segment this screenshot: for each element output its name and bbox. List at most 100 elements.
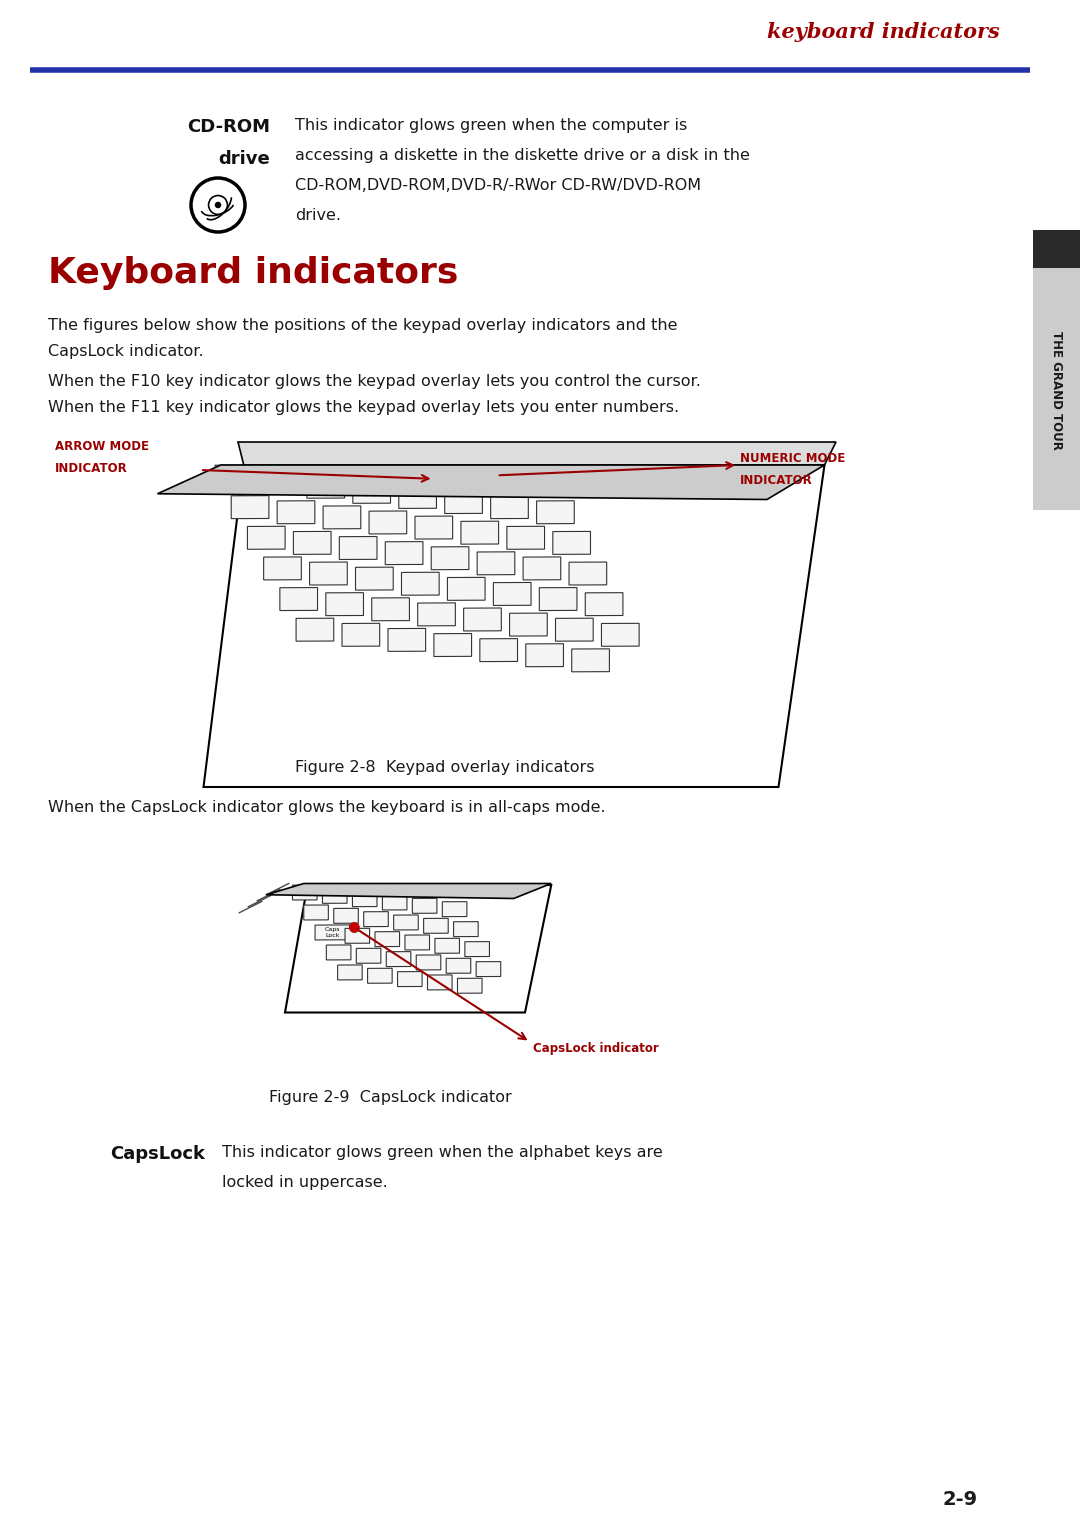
- Polygon shape: [307, 476, 345, 498]
- Bar: [1032, 268, 1080, 511]
- Polygon shape: [323, 888, 347, 904]
- Polygon shape: [463, 609, 501, 631]
- Polygon shape: [480, 639, 517, 662]
- Polygon shape: [247, 526, 285, 549]
- Polygon shape: [386, 541, 423, 564]
- Polygon shape: [342, 624, 380, 647]
- Text: Figure 2-8  Keypad overlay indicators: Figure 2-8 Keypad overlay indicators: [295, 760, 595, 775]
- Polygon shape: [477, 552, 515, 575]
- Text: CapsLock indicator: CapsLock indicator: [534, 1041, 659, 1055]
- Polygon shape: [539, 587, 577, 610]
- Text: keyboard indicators: keyboard indicators: [767, 21, 1000, 41]
- Text: CapsLock indicator.: CapsLock indicator.: [48, 344, 204, 359]
- Polygon shape: [294, 532, 332, 555]
- Polygon shape: [413, 899, 437, 913]
- Polygon shape: [387, 951, 410, 966]
- Polygon shape: [399, 485, 436, 509]
- Polygon shape: [355, 567, 393, 590]
- Polygon shape: [428, 976, 453, 989]
- Text: The figures below show the positions of the keypad overlay indicators and the: The figures below show the positions of …: [48, 318, 677, 333]
- Text: CD-ROM: CD-ROM: [187, 118, 270, 136]
- Polygon shape: [231, 495, 269, 518]
- Polygon shape: [367, 968, 392, 983]
- Polygon shape: [394, 914, 418, 930]
- Polygon shape: [280, 587, 318, 610]
- Text: ARROW MODE: ARROW MODE: [55, 440, 149, 453]
- Polygon shape: [293, 885, 318, 901]
- Polygon shape: [315, 925, 350, 940]
- Polygon shape: [446, 959, 471, 974]
- Polygon shape: [537, 502, 575, 524]
- Circle shape: [350, 922, 360, 933]
- Text: CapsLock: CapsLock: [110, 1145, 205, 1164]
- Polygon shape: [405, 934, 430, 950]
- Text: 2-9: 2-9: [943, 1489, 977, 1509]
- Polygon shape: [345, 928, 369, 943]
- Polygon shape: [369, 511, 407, 534]
- Text: This indicator glows green when the computer is: This indicator glows green when the comp…: [295, 118, 687, 133]
- Polygon shape: [264, 557, 301, 579]
- Polygon shape: [602, 624, 639, 647]
- Text: When the F10 key indicator glows the keypad overlay lets you control the cursor.: When the F10 key indicator glows the key…: [48, 375, 701, 388]
- Text: This indicator glows green when the alphabet keys are: This indicator glows green when the alph…: [222, 1145, 663, 1161]
- Polygon shape: [447, 578, 485, 601]
- Polygon shape: [353, 480, 391, 503]
- Polygon shape: [372, 598, 409, 621]
- Text: locked in uppercase.: locked in uppercase.: [222, 1174, 388, 1190]
- Polygon shape: [388, 628, 426, 651]
- Polygon shape: [434, 633, 472, 656]
- Text: Keyboard indicators: Keyboard indicators: [48, 255, 458, 291]
- Text: Caps
Lock: Caps Lock: [325, 927, 340, 937]
- Polygon shape: [510, 613, 548, 636]
- Bar: [1032, 229, 1080, 511]
- Polygon shape: [303, 905, 328, 920]
- Text: drive: drive: [218, 150, 270, 168]
- Text: INDICATOR: INDICATOR: [55, 462, 127, 476]
- Bar: [1032, 229, 1080, 268]
- Text: accessing a diskette in the diskette drive or a disk in the: accessing a diskette in the diskette dri…: [295, 148, 750, 164]
- Polygon shape: [296, 618, 334, 641]
- Polygon shape: [203, 465, 824, 787]
- Text: CD-ROM,DVD-ROM,DVD-R/-RWor CD-RW/DVD-ROM: CD-ROM,DVD-ROM,DVD-R/-RWor CD-RW/DVD-ROM: [295, 177, 701, 193]
- Polygon shape: [215, 465, 253, 488]
- Polygon shape: [326, 593, 364, 616]
- Polygon shape: [585, 593, 623, 616]
- Polygon shape: [158, 465, 824, 500]
- Polygon shape: [569, 563, 607, 586]
- Text: When the F11 key indicator glows the keypad overlay lets you enter numbers.: When the F11 key indicator glows the key…: [48, 401, 679, 414]
- Polygon shape: [571, 648, 609, 671]
- Polygon shape: [458, 979, 482, 994]
- Polygon shape: [382, 894, 407, 910]
- Polygon shape: [338, 965, 362, 980]
- Polygon shape: [323, 506, 361, 529]
- Polygon shape: [267, 884, 551, 899]
- Polygon shape: [445, 491, 483, 514]
- Polygon shape: [461, 521, 499, 544]
- Polygon shape: [339, 537, 377, 560]
- Polygon shape: [261, 469, 298, 494]
- Polygon shape: [553, 532, 591, 555]
- Polygon shape: [435, 939, 459, 953]
- Polygon shape: [352, 891, 377, 907]
- Polygon shape: [238, 442, 836, 465]
- Polygon shape: [418, 602, 456, 625]
- Polygon shape: [526, 644, 564, 667]
- Polygon shape: [334, 908, 359, 924]
- Circle shape: [215, 202, 221, 208]
- Text: When the CapsLock indicator glows the keyboard is in all-caps mode.: When the CapsLock indicator glows the ke…: [48, 800, 606, 815]
- Polygon shape: [476, 962, 501, 977]
- Polygon shape: [507, 526, 544, 549]
- Polygon shape: [402, 572, 440, 595]
- Polygon shape: [415, 517, 453, 540]
- Polygon shape: [326, 945, 351, 960]
- Polygon shape: [431, 547, 469, 570]
- Polygon shape: [523, 557, 561, 579]
- Text: Figure 2-9  CapsLock indicator: Figure 2-9 CapsLock indicator: [269, 1090, 511, 1105]
- Text: drive.: drive.: [295, 208, 341, 223]
- Polygon shape: [494, 583, 531, 605]
- Polygon shape: [443, 902, 467, 917]
- Polygon shape: [423, 919, 448, 933]
- Polygon shape: [555, 618, 593, 641]
- Polygon shape: [464, 942, 489, 957]
- Polygon shape: [364, 911, 389, 927]
